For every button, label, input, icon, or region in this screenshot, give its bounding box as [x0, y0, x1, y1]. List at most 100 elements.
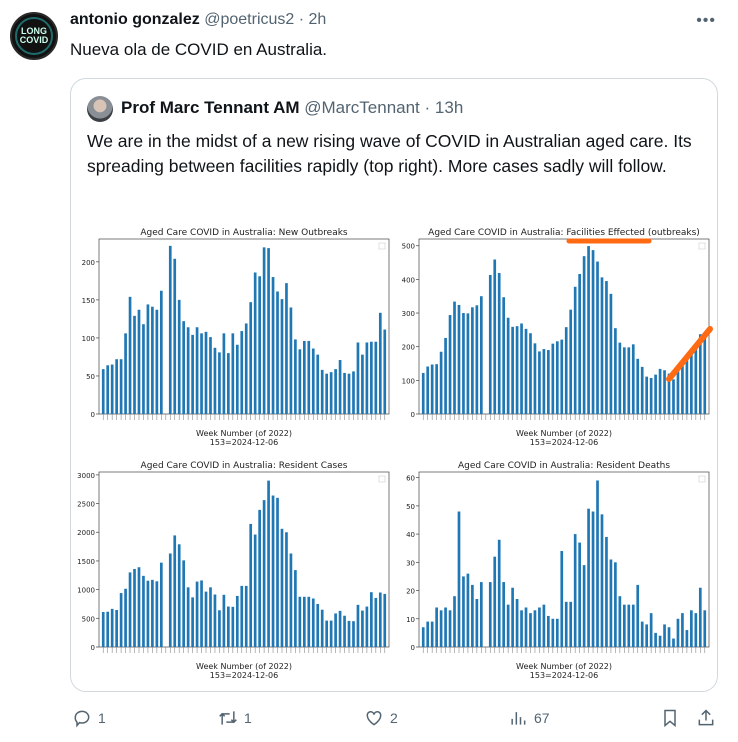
y-tick-label: 0: [91, 644, 95, 652]
like-button[interactable]: 2: [364, 708, 398, 728]
bar: [378, 592, 382, 647]
bar: [378, 312, 382, 414]
bar: [551, 343, 555, 414]
chart-background: [393, 223, 715, 458]
bar: [128, 296, 132, 414]
bar: [457, 511, 461, 647]
bar: [685, 630, 689, 647]
plot-frame: [418, 471, 710, 648]
bar: [560, 339, 564, 414]
quoted-author-handle[interactable]: @MarcTennant: [304, 98, 420, 117]
y-tick-label: 3000: [77, 472, 95, 480]
bar: [524, 328, 528, 414]
bar: [101, 369, 105, 414]
bar: [578, 542, 581, 647]
bar: [155, 309, 159, 414]
y-tick-label: 300: [402, 310, 415, 318]
quoted-tweet-time[interactable]: 13h: [434, 98, 464, 117]
bar: [177, 544, 181, 647]
bar: [605, 281, 608, 414]
reply-button[interactable]: 1: [72, 708, 106, 728]
bar: [511, 326, 514, 414]
quoted-author-name[interactable]: Prof Marc Tennant AM: [121, 98, 300, 117]
author-avatar[interactable]: LONG COVID: [10, 12, 58, 60]
bar: [622, 347, 626, 414]
author-name[interactable]: antonio gonzalez: [70, 11, 200, 28]
bar: [311, 348, 315, 414]
bar: [596, 480, 599, 647]
bar: [106, 365, 110, 414]
bar: [128, 572, 132, 647]
bar: [244, 323, 248, 414]
bar: [133, 315, 136, 414]
bar: [191, 597, 194, 647]
bar: [614, 328, 617, 414]
more-horizontal-icon[interactable]: •••: [696, 12, 716, 29]
bar: [280, 528, 284, 647]
quoted-tweet[interactable]: Prof Marc Tennant AM @MarcTennant · 13h …: [70, 78, 718, 692]
y-tick-label: 10: [406, 616, 415, 624]
bar: [200, 333, 203, 414]
bar: [564, 601, 568, 647]
bar: [271, 495, 275, 647]
chart-image[interactable]: Aged Care COVID in Australia: New Outbre…: [73, 223, 717, 691]
bar: [520, 323, 523, 414]
y-tick-label: 100: [82, 335, 95, 343]
y-tick-label: 50: [406, 503, 415, 511]
bar: [654, 374, 657, 414]
bar: [421, 372, 425, 414]
tweet-time[interactable]: 2h: [308, 11, 327, 28]
y-tick-label: 0: [91, 411, 95, 419]
bar: [307, 596, 311, 647]
bar: [600, 277, 604, 414]
bar: [426, 366, 430, 414]
bar: [347, 620, 351, 647]
plot-frame: [98, 471, 390, 648]
legend-box: [378, 242, 386, 250]
legend-box: [698, 475, 706, 483]
bar: [488, 582, 492, 647]
views-button[interactable]: 67: [508, 708, 550, 728]
bar: [249, 302, 253, 414]
bar: [511, 587, 514, 647]
bar: [564, 327, 568, 414]
quoted-author-avatar[interactable]: [87, 96, 113, 122]
avatar-ring: [15, 17, 53, 55]
bar: [267, 248, 270, 414]
author-handle[interactable]: @poetricus2: [204, 11, 295, 28]
share-button[interactable]: [696, 708, 716, 728]
heart-icon: [366, 710, 382, 726]
bar: [439, 610, 443, 647]
retweet-button[interactable]: 1: [218, 708, 252, 728]
bar: [560, 551, 564, 647]
x-axis-label: Week Number (of 2022): [516, 662, 612, 671]
x-axis-label: Week Number (of 2022): [516, 429, 612, 438]
bar: [267, 480, 270, 647]
bookmark-button[interactable]: [660, 708, 680, 728]
chart-title: Aged Care COVID in Australia: Resident D…: [458, 461, 670, 471]
bar: [133, 568, 136, 647]
bar: [227, 353, 230, 414]
bar: [370, 341, 373, 414]
bar: [631, 604, 635, 647]
bar: [383, 329, 387, 414]
bar: [497, 272, 501, 414]
bar: [555, 341, 559, 414]
retweet-icon: [219, 711, 237, 725]
bar: [690, 348, 693, 414]
bar: [649, 613, 653, 647]
bar: [155, 581, 159, 647]
bar: [645, 376, 649, 414]
bar: [426, 621, 430, 647]
bar: [582, 256, 586, 414]
bar: [524, 607, 528, 647]
bar: [191, 334, 194, 414]
bar: [325, 620, 329, 647]
y-tick-label: 60: [406, 475, 415, 483]
bar: [244, 585, 248, 647]
bar: [471, 307, 474, 414]
bar: [231, 606, 235, 647]
bar: [249, 523, 253, 647]
bar: [506, 317, 510, 414]
bar: [213, 347, 217, 414]
